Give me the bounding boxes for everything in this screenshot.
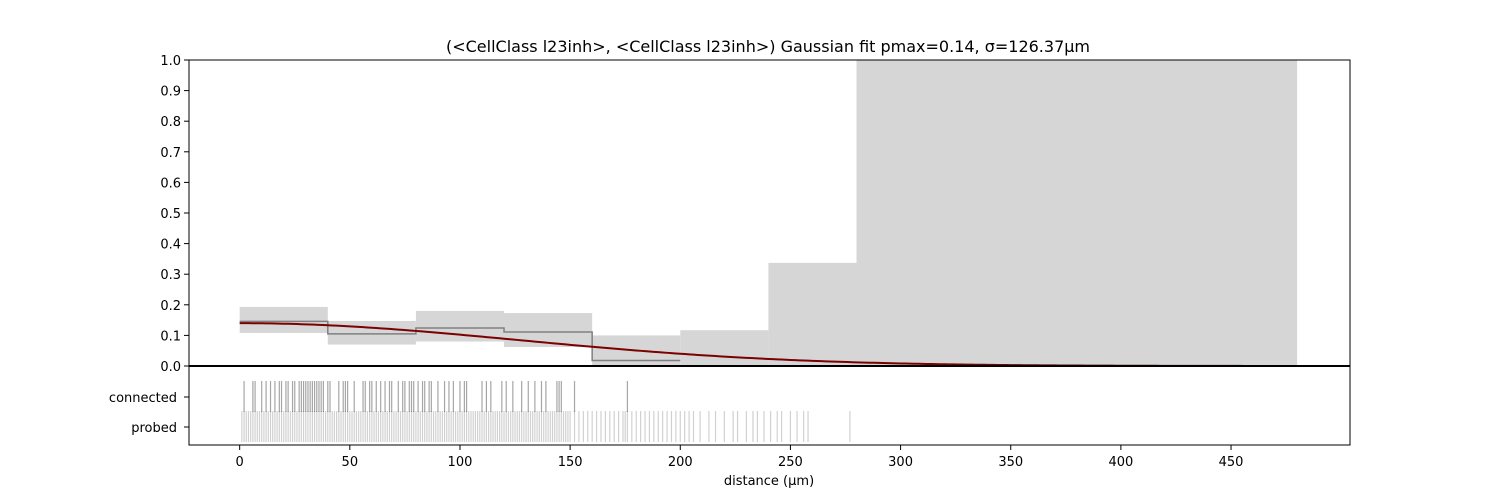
- raster-label-connected: connected: [109, 391, 177, 406]
- x-tick-label: 450: [1219, 455, 1244, 470]
- x-tick-label: 150: [558, 455, 583, 470]
- y-tick-label: 0.0: [160, 360, 181, 375]
- y-tick-label: 0.1: [160, 329, 181, 344]
- ci-bar-1: [327, 321, 416, 345]
- x-tick-label: 100: [448, 455, 473, 470]
- connected-raster: [243, 381, 629, 412]
- chart-title: (<CellClass l23inh>, <CellClass l23inh>)…: [446, 37, 1090, 56]
- raster-plot: connected probed 0 50 100 150 200 250 300 350 40…: [109, 365, 1351, 470]
- ci-bar-5: [680, 330, 769, 366]
- y-tick-label: 0.6: [160, 176, 181, 191]
- x-tick-label: 250: [778, 455, 803, 470]
- probed-raster: [241, 411, 851, 442]
- x-tick-label: 200: [668, 455, 693, 470]
- x-tick-label: 50: [342, 455, 359, 470]
- x-axis-label: distance (μm): [724, 474, 814, 489]
- x-tick-label: 300: [888, 455, 913, 470]
- y-tick-label: 0.3: [160, 268, 181, 283]
- y-tick-label: 0.9: [160, 85, 181, 100]
- raster-label-probed: probed: [131, 421, 177, 436]
- ci-bar-6: [768, 262, 857, 366]
- ci-bar-0: [239, 306, 328, 333]
- probability-plot: 0.0 0.1 0.2 0.3 0.4 0.5 0.6 0.7 0.8 0.9 1.0: [160, 54, 1351, 375]
- x-tick-label: 0: [236, 455, 244, 470]
- y-tick-label: 0.4: [160, 238, 181, 253]
- confidence-interval-layer: [239, 60, 1298, 366]
- ci-bar-3: [504, 313, 593, 348]
- x-tick-label: 350: [998, 455, 1023, 470]
- x-axis: 0 50 100 150 200 250 300 350 400 450: [236, 445, 1244, 470]
- y-tick-label: 0.7: [160, 146, 181, 161]
- y-tick-label: 0.2: [160, 299, 181, 314]
- ci-bar-7: [856, 60, 1298, 366]
- raster-axes-frame: [188, 365, 1351, 446]
- y-axis: 0.0 0.1 0.2 0.3 0.4 0.5 0.6 0.7 0.8 0.9 1.0: [160, 54, 189, 375]
- y-tick-label: 1.0: [160, 54, 181, 69]
- y-tick-label: 0.5: [160, 207, 181, 222]
- y-tick-label: 0.8: [160, 115, 181, 130]
- x-tick-label: 400: [1108, 455, 1133, 470]
